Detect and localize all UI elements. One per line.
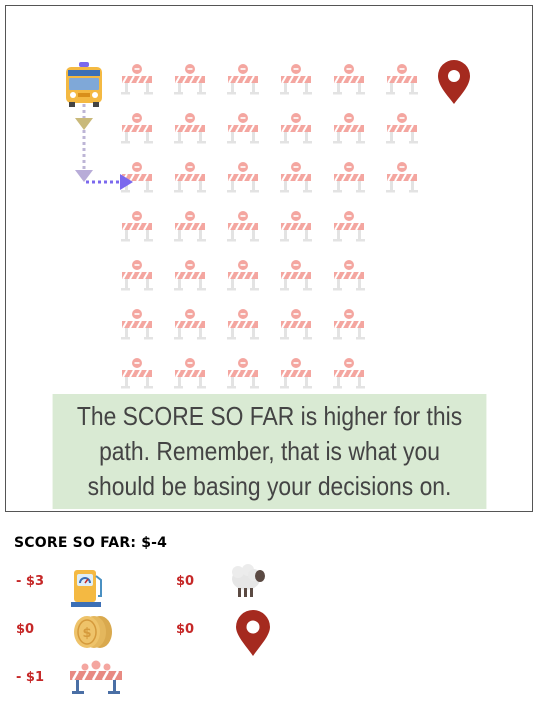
roadblock-icon — [173, 161, 207, 194]
roadblock-icon — [173, 63, 207, 96]
game-board: The SCORE SO FAR is higher for this path… — [5, 5, 533, 512]
roadblock-icon — [332, 357, 366, 390]
roadblock-grid — [120, 63, 419, 390]
roadblock-icon — [70, 660, 122, 694]
roadblock-icon — [385, 63, 419, 96]
hint-message: The SCORE SO FAR is higher for this path… — [52, 394, 487, 509]
roadblock-icon — [332, 161, 366, 194]
roadblock-icon — [120, 210, 154, 243]
svg-text:$: $ — [82, 626, 91, 641]
sheep-cost: $0 — [176, 574, 195, 589]
destination-cost: $0 — [176, 622, 195, 637]
route-path — [75, 104, 133, 190]
score-so-far: SCORE SO FAR: $-4 — [14, 535, 168, 551]
roadblock-icon — [279, 161, 313, 194]
score-value: $-4 — [141, 535, 168, 551]
roadblock-icon — [279, 357, 313, 390]
coins-cost: $0 — [16, 622, 35, 637]
roadblock-icon — [120, 357, 154, 390]
roadblock-icon — [226, 63, 260, 96]
roadblock-icon — [332, 210, 366, 243]
roadblock-icon — [120, 259, 154, 292]
roadblock-icon — [226, 308, 260, 341]
roadblock-cost: - $1 — [16, 670, 45, 685]
roadblock-icon — [332, 112, 366, 145]
roadblock-icon — [332, 259, 366, 292]
board-canvas — [66, 60, 470, 390]
roadblock-icon — [120, 112, 154, 145]
sheep-icon — [232, 564, 265, 597]
roadblock-icon — [332, 308, 366, 341]
roadblock-icon — [226, 161, 260, 194]
roadblock-icon — [173, 259, 207, 292]
roadblock-icon — [173, 210, 207, 243]
roadblock-icon — [173, 357, 207, 390]
fuel-cost: - $3 — [16, 574, 45, 589]
roadblock-icon — [226, 259, 260, 292]
roadblock-icon — [226, 112, 260, 145]
score-label: SCORE SO FAR — [14, 535, 131, 551]
roadblock-icon — [279, 210, 313, 243]
coins-icon: $ — [74, 616, 112, 648]
arrow-down-icon — [75, 118, 93, 130]
roadblock-icon — [173, 112, 207, 145]
roadblock-icon — [120, 308, 154, 341]
arrow-down-icon — [75, 170, 93, 182]
roadblock-icon — [332, 63, 366, 96]
roadblock-icon — [120, 63, 154, 96]
roadblock-icon — [385, 112, 419, 145]
roadblock-icon — [279, 112, 313, 145]
roadblock-icon — [120, 161, 154, 194]
bus-icon — [66, 62, 102, 107]
roadblock-icon — [173, 308, 207, 341]
fuel-pump-icon — [71, 570, 102, 607]
map-pin-icon — [236, 610, 270, 656]
arrow-right-icon — [120, 174, 133, 190]
roadblock-icon — [279, 259, 313, 292]
roadblock-icon — [226, 210, 260, 243]
map-pin-icon — [438, 60, 470, 104]
roadblock-icon — [279, 308, 313, 341]
roadblock-icon — [385, 161, 419, 194]
roadblock-icon — [226, 357, 260, 390]
roadblock-icon — [279, 63, 313, 96]
